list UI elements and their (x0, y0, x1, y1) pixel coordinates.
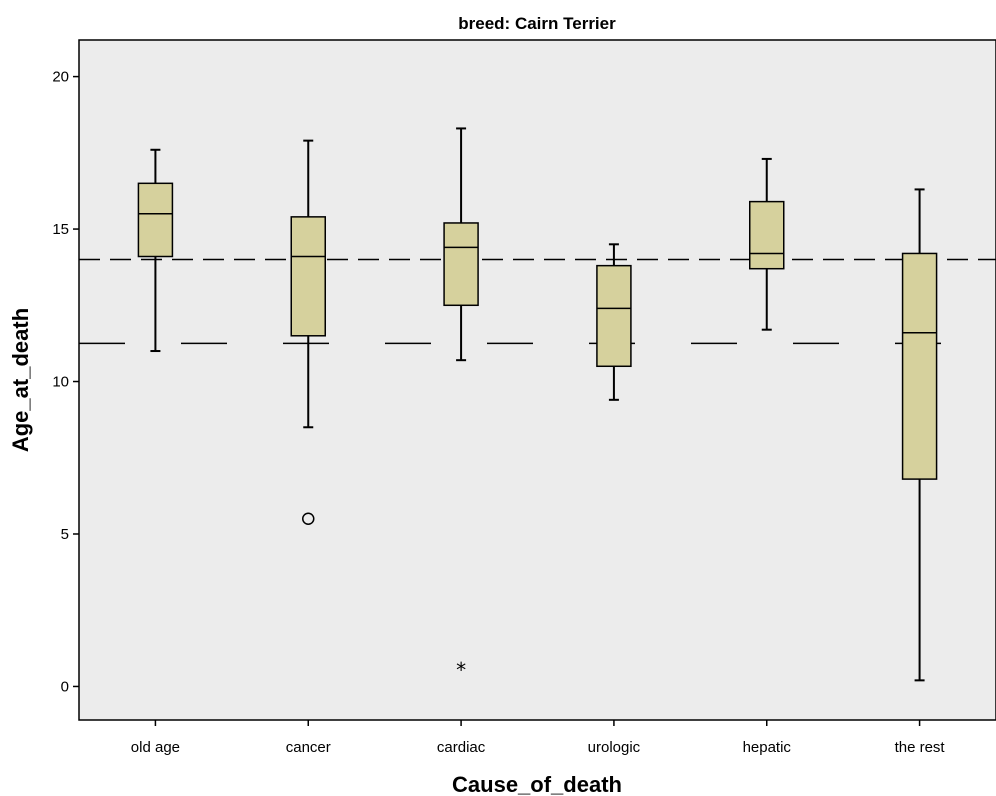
box-cardiac (443, 127, 479, 362)
reference-lines (79, 258, 996, 345)
box-urologic (596, 243, 632, 401)
plot-area (78, 39, 996, 721)
box-cancer (290, 139, 326, 429)
iqr-box (596, 264, 632, 368)
x-axis: old age cancer cardiac urologic hepatic the r… (131, 720, 946, 756)
y-tick-label: 0 (61, 678, 69, 695)
x-axis-title: Cause_of_death (452, 772, 622, 796)
x-tick-label: old age (131, 739, 180, 756)
box-hepatic (749, 157, 785, 331)
y-axis: 0 5 10 15 20 (52, 69, 79, 695)
iqr-box (901, 252, 938, 480)
box-the-rest (901, 188, 938, 682)
x-tick-label: urologic (588, 739, 641, 756)
y-tick-label: 5 (61, 526, 69, 543)
x-tick-label: cancer (286, 739, 331, 756)
box-old-age (137, 148, 174, 353)
outliers: * (302, 512, 466, 682)
iqr-box (290, 216, 326, 337)
y-tick-label: 10 (52, 374, 69, 391)
outlier-circle (302, 512, 315, 525)
x-tick-label: the rest (895, 739, 946, 756)
boxes (137, 127, 938, 682)
chart-title: breed: Cairn Terrier (458, 14, 616, 33)
iqr-box (443, 222, 479, 307)
y-tick-label: 15 (52, 221, 69, 238)
x-tick-label: hepatic (743, 739, 792, 756)
y-tick-label: 20 (52, 69, 69, 86)
iqr-box (749, 200, 785, 270)
outlier-star: * (456, 658, 466, 682)
iqr-box (137, 182, 174, 258)
y-axis-title: Age_at_death (8, 308, 33, 452)
x-tick-label: cardiac (437, 739, 486, 756)
